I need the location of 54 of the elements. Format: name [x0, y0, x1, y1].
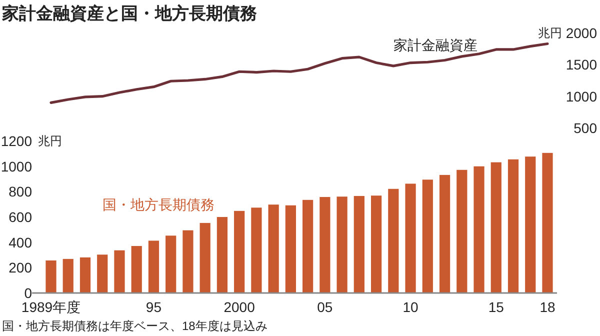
bar — [80, 257, 91, 293]
y-tick-label: 1000 — [566, 88, 598, 104]
series-label: 家計金融資産 — [393, 36, 478, 53]
bar — [388, 188, 399, 293]
bar — [46, 260, 56, 293]
bar — [285, 205, 296, 293]
x-tick-label: 95 — [146, 299, 162, 315]
y-tick-label: 1000 — [0, 158, 32, 174]
bar — [131, 246, 142, 293]
y-tick-label: 1200 — [0, 133, 32, 149]
bar — [320, 196, 330, 293]
bar — [114, 250, 125, 293]
bar — [251, 208, 262, 293]
bar — [234, 210, 245, 293]
y-tick-label: 1500 — [566, 56, 598, 73]
y-tick-label: 0 — [24, 285, 32, 301]
x-tick-label: 2000 — [224, 299, 256, 315]
y-tick-label: 2000 — [566, 25, 598, 41]
text: 国・地方長期債務は年度ベース、18年度は見込み — [2, 319, 268, 333]
bar — [490, 162, 502, 293]
bar — [200, 222, 210, 293]
bar — [148, 240, 160, 293]
bar — [268, 204, 279, 293]
series-label: 国・地方長期債務 — [102, 196, 214, 212]
x-tick-label: 18 — [540, 299, 556, 315]
bar — [542, 152, 553, 293]
x-tick-label: 10 — [402, 299, 419, 315]
bar — [62, 258, 74, 293]
x-tick-label: 05 — [317, 299, 333, 315]
bar — [405, 184, 416, 293]
y-tick-label: 600 — [8, 209, 32, 225]
bar — [97, 254, 108, 293]
y-tick-label: 500 — [574, 120, 598, 136]
bar — [370, 196, 382, 293]
bar — [456, 170, 468, 293]
y-axis-title: 兆円 — [538, 26, 562, 40]
x-tick-label: 1989年度 — [21, 299, 81, 315]
y-tick-label: 800 — [8, 184, 32, 200]
y-axis-title: 兆円 — [38, 134, 62, 148]
bar — [216, 217, 228, 293]
bar — [439, 174, 450, 293]
bar — [166, 236, 176, 293]
bar — [508, 159, 519, 293]
bar — [474, 166, 484, 293]
bar — [336, 196, 348, 293]
bar — [302, 200, 314, 293]
y-tick-label: 400 — [8, 234, 32, 250]
x-tick-label: 15 — [488, 299, 504, 315]
chart-title: 家計金融資産と国・地方長期債務 — [1, 4, 257, 23]
bar — [525, 156, 536, 293]
bar — [354, 196, 364, 293]
bar — [422, 180, 433, 293]
y-tick-label: 200 — [8, 260, 32, 276]
bar — [182, 230, 194, 293]
